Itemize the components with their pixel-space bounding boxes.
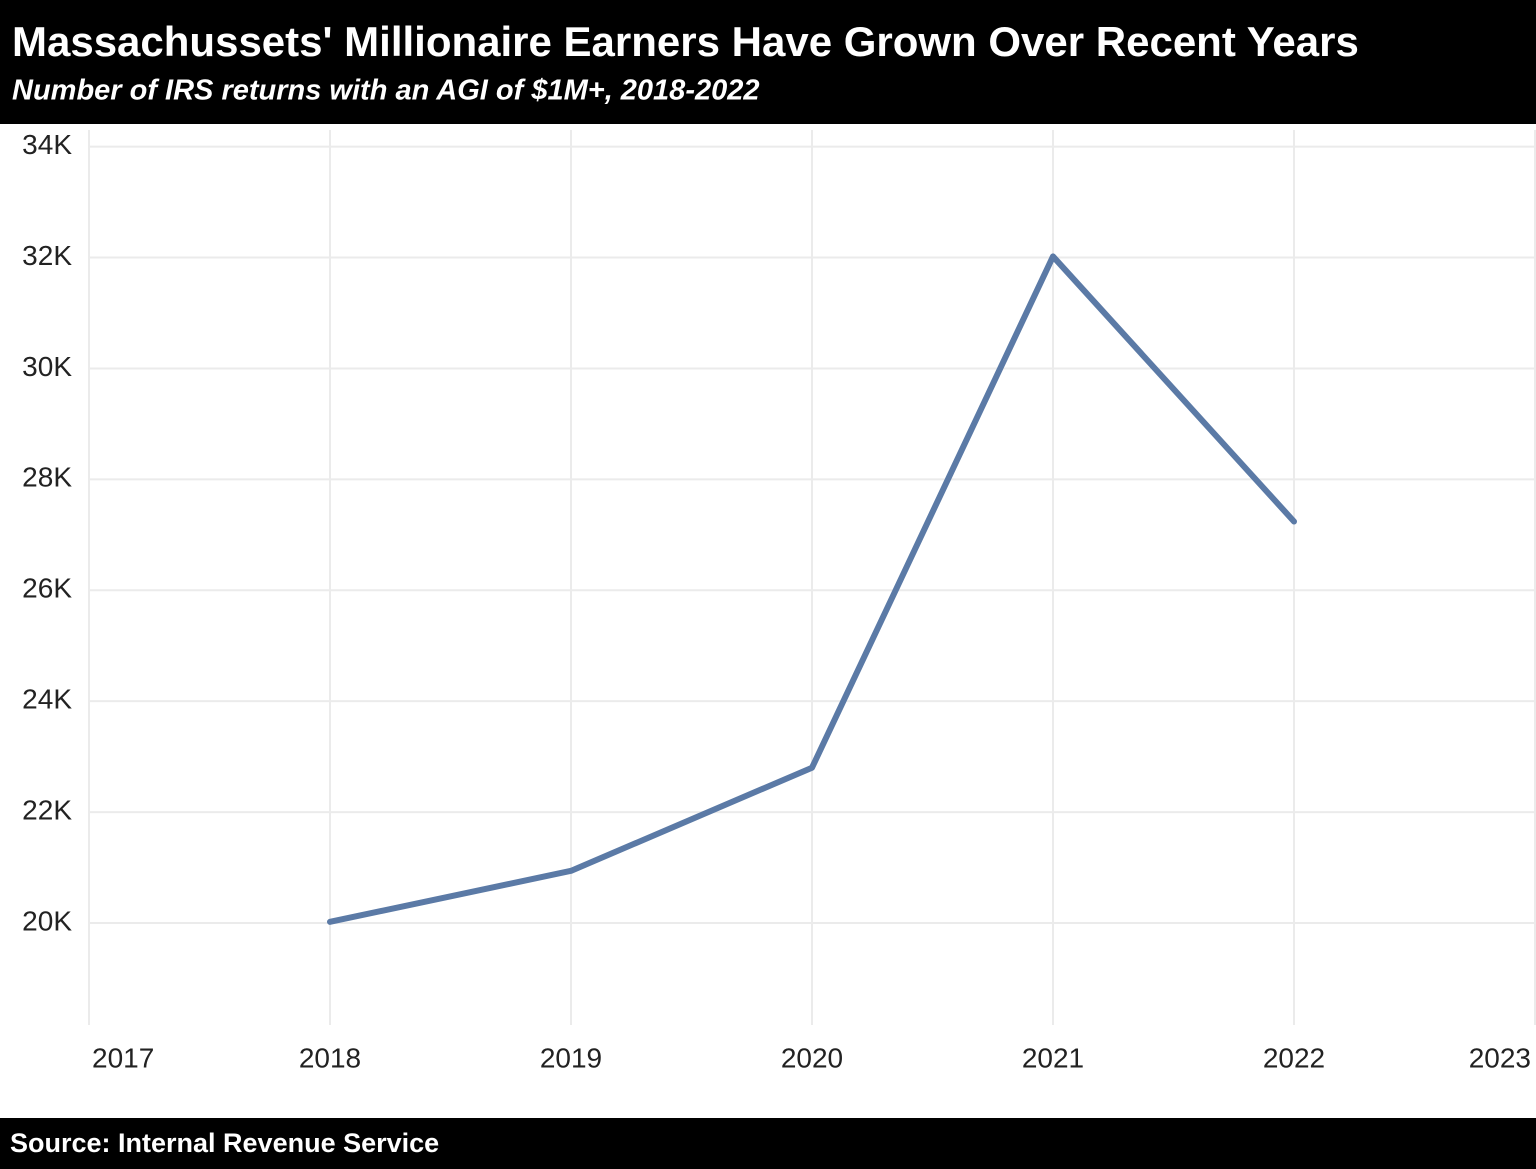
source: Source: Internal Revenue Service — [10, 1128, 439, 1158]
x-tick-label: 2022 — [1263, 1042, 1325, 1073]
y-tick-label: 26K — [22, 573, 72, 604]
x-tick-label: 2019 — [540, 1042, 602, 1073]
y-tick-label: 32K — [22, 240, 72, 271]
x-tick-label: 2020 — [781, 1042, 843, 1073]
header-bar — [0, 0, 1536, 124]
chart-title: Massachussets' Millionaire Earners Have … — [12, 18, 1359, 65]
chart-subtitle: Number of IRS returns with an AGI of $1M… — [12, 75, 760, 107]
x-tick-label: 2023 — [1469, 1042, 1531, 1073]
x-tick-label: 2018 — [299, 1042, 361, 1073]
y-tick-label: 28K — [22, 462, 72, 493]
y-tick-label: 24K — [22, 684, 72, 715]
x-tick-label: 2017 — [92, 1042, 154, 1073]
y-tick-label: 22K — [22, 794, 72, 825]
y-tick-label: 34K — [22, 129, 72, 160]
y-tick-label: 30K — [22, 351, 72, 382]
line — [327, 253, 1297, 925]
footer-bar — [0, 1118, 1536, 1169]
y-tick-label: 20K — [22, 905, 72, 936]
x-tick-label: 2021 — [1022, 1042, 1084, 1073]
